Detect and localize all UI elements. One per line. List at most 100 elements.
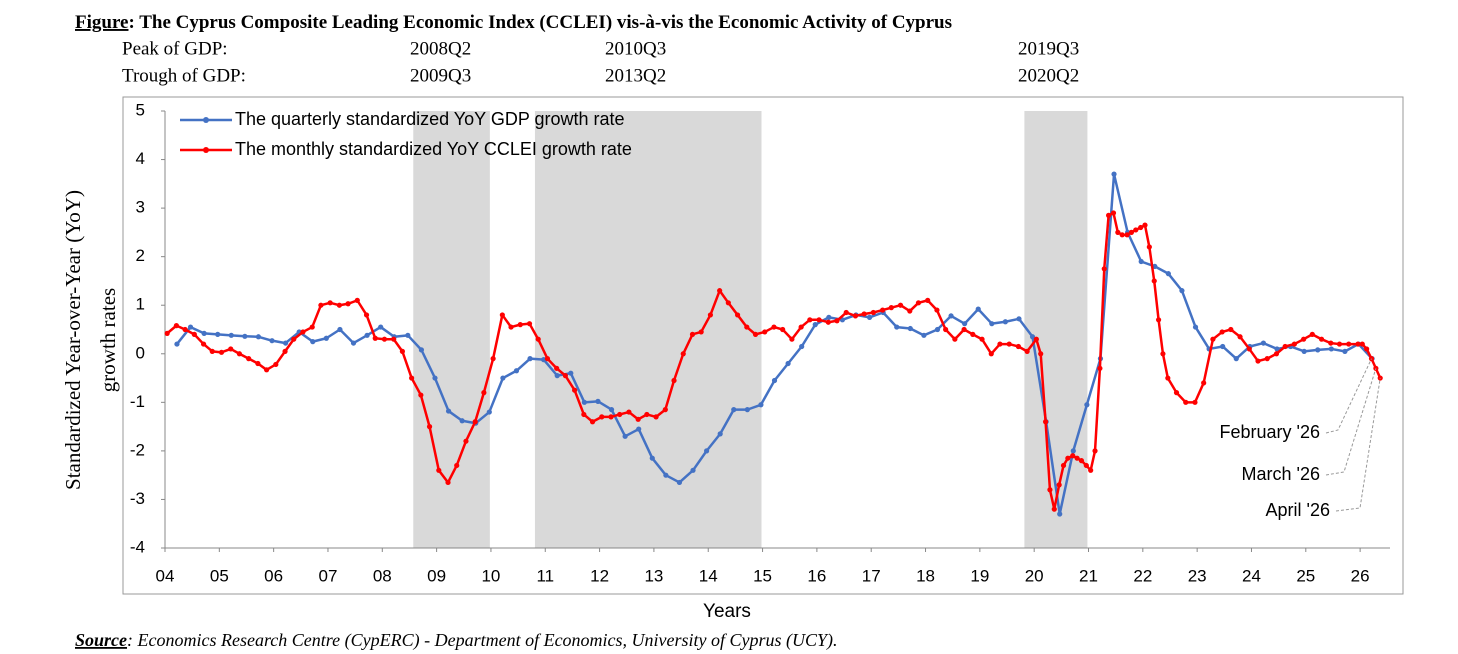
point: [644, 411, 650, 418]
point: [834, 318, 840, 324]
point: [1291, 341, 1297, 347]
point: [752, 331, 759, 337]
y-tick-label: -2: [130, 440, 145, 459]
point: [1151, 278, 1157, 284]
point: [894, 324, 900, 330]
title-prefix: Figure: [75, 12, 128, 33]
y-tick-label: 2: [136, 246, 145, 265]
x-tick-label: 16: [807, 566, 826, 585]
point: [1029, 334, 1036, 340]
point: [363, 312, 370, 318]
point: [242, 333, 248, 339]
point: [812, 322, 818, 328]
recession-band: [413, 111, 490, 548]
x-tick-label: 14: [699, 566, 718, 585]
point: [1078, 458, 1085, 464]
point: [1057, 511, 1063, 517]
point: [880, 307, 886, 313]
point: [952, 336, 958, 342]
point: [816, 317, 822, 323]
point: [897, 302, 904, 308]
point: [236, 351, 243, 357]
point: [164, 330, 170, 336]
point: [418, 392, 424, 398]
point: [717, 288, 723, 294]
point: [436, 467, 442, 473]
point: [1273, 351, 1280, 357]
point: [1016, 316, 1022, 322]
point: [825, 319, 831, 325]
y-tick-label: -3: [130, 489, 145, 508]
x-tick-label: 20: [1025, 566, 1044, 585]
point: [432, 375, 438, 381]
point: [649, 455, 655, 461]
point: [499, 312, 505, 318]
recession-band: [1024, 111, 1088, 548]
point: [1138, 224, 1144, 231]
point: [961, 326, 967, 333]
point: [762, 329, 768, 335]
point: [463, 438, 469, 444]
point: [1342, 348, 1348, 354]
annotation: February '26: [1220, 422, 1321, 442]
point: [948, 313, 954, 319]
point: [350, 340, 357, 346]
point: [635, 416, 641, 422]
point: [653, 414, 659, 420]
turning-point-label: Trough of GDP:: [122, 65, 246, 86]
point: [934, 307, 940, 313]
turning-point-date: 2020Q2: [1018, 65, 1079, 86]
point: [1346, 341, 1352, 347]
point: [861, 311, 867, 317]
x-tick-label: 08: [373, 566, 392, 585]
point: [405, 332, 411, 338]
point: [689, 331, 696, 337]
x-tick-label: 17: [862, 566, 881, 585]
point: [173, 323, 180, 329]
x-tick-label: 23: [1188, 566, 1207, 585]
turning-point-date: 2009Q3: [410, 65, 471, 86]
point: [1065, 455, 1071, 461]
point: [662, 407, 668, 413]
point: [1111, 171, 1117, 177]
point: [1301, 336, 1307, 342]
annotation: March '26: [1242, 464, 1320, 484]
point: [934, 326, 941, 333]
point: [1006, 341, 1012, 347]
point: [1124, 232, 1130, 238]
point: [680, 351, 686, 357]
x-tick-label: 06: [264, 566, 283, 585]
point: [581, 399, 587, 405]
point: [989, 321, 995, 327]
point: [799, 343, 805, 350]
legend-label: The monthly standardized YoY CCLEI growt…: [235, 139, 632, 159]
point: [1083, 462, 1089, 469]
source-prefix: Source: [75, 630, 127, 650]
annotation-leader: [1325, 368, 1377, 476]
point: [907, 325, 913, 332]
point: [671, 377, 677, 384]
point: [1328, 340, 1334, 346]
point: [310, 339, 316, 345]
point: [1210, 336, 1216, 342]
turning-point-date: 2010Q3: [605, 38, 666, 59]
point: [1260, 340, 1267, 346]
point: [1070, 453, 1076, 459]
point: [418, 347, 425, 353]
x-tick-label: 04: [156, 566, 175, 585]
point: [535, 336, 541, 342]
point: [1142, 222, 1148, 228]
y-tick-label: 3: [136, 198, 145, 217]
point: [1074, 455, 1080, 461]
annotation-leader: [1325, 358, 1372, 434]
point: [608, 414, 614, 420]
point: [622, 433, 628, 439]
point: [1070, 448, 1076, 454]
point: [486, 409, 492, 415]
point: [771, 377, 778, 384]
turning-point-date: 2008Q2: [410, 38, 471, 59]
x-tick-label: 12: [590, 566, 609, 585]
point: [1219, 329, 1225, 335]
point: [409, 375, 415, 381]
point: [962, 321, 968, 327]
